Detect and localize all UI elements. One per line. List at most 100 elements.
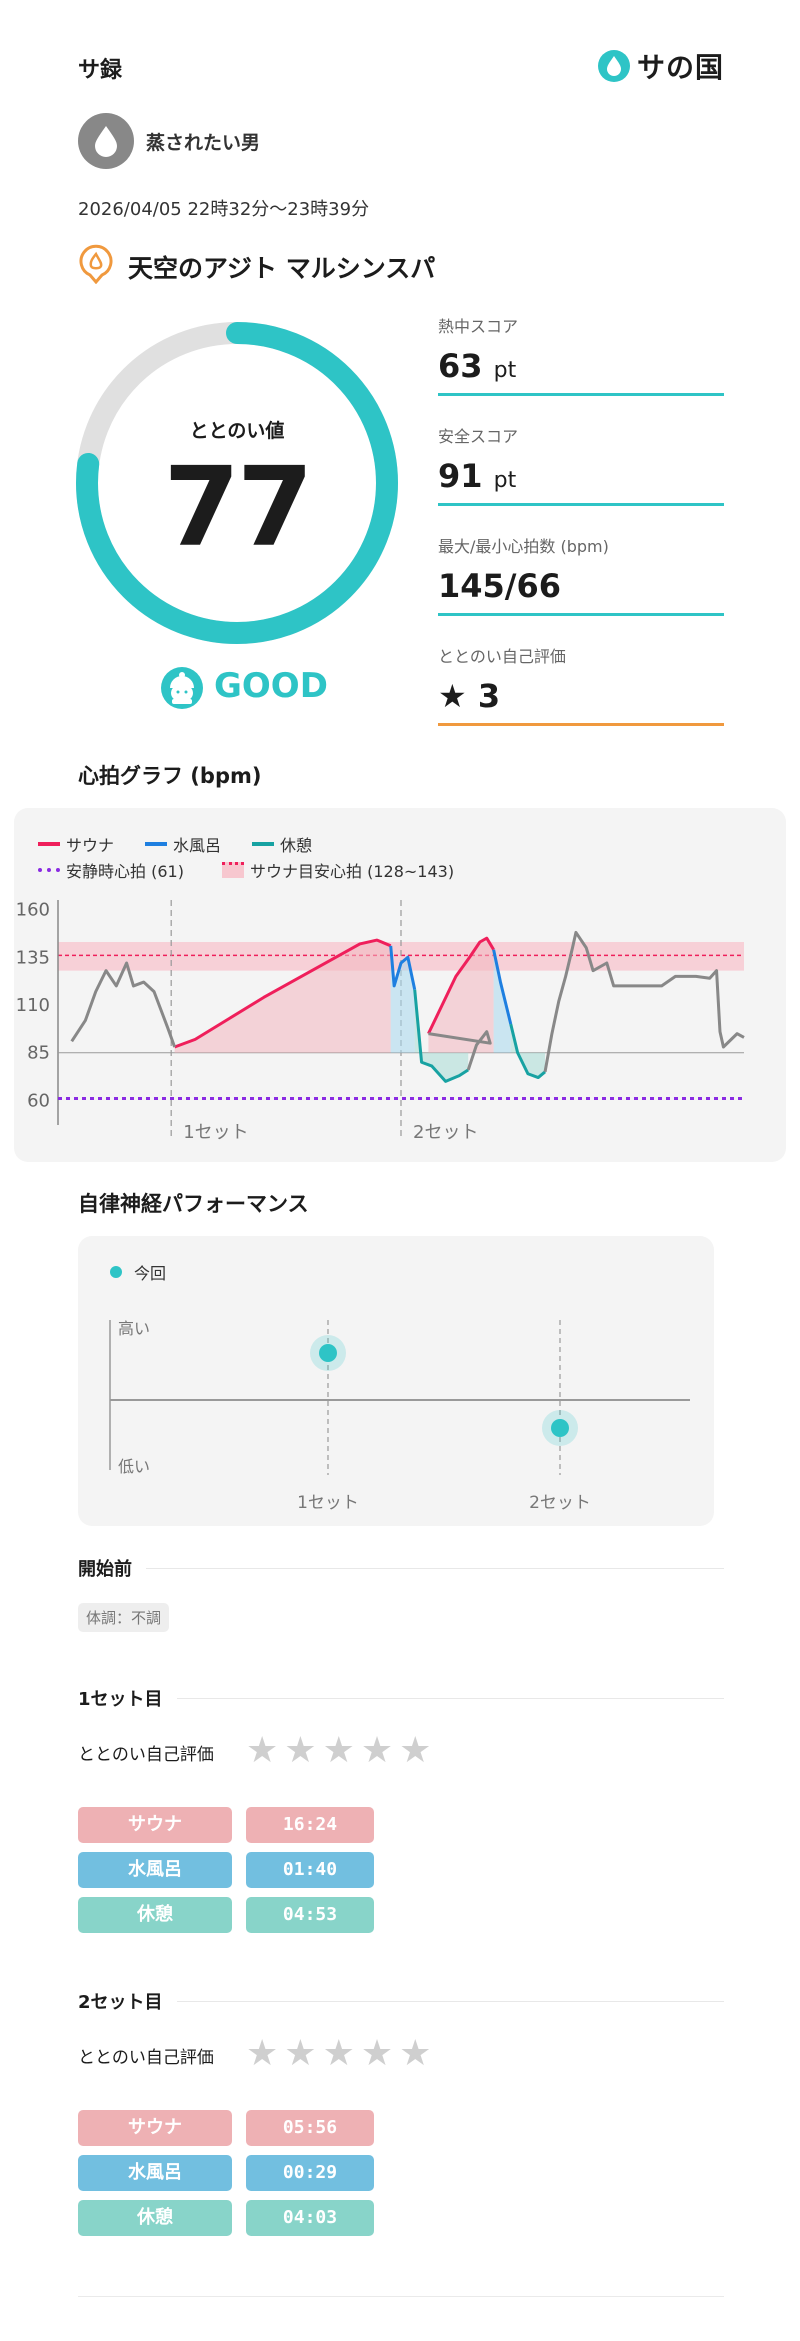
legend-current: 今回: [110, 1260, 166, 1284]
set1-header: 1セット目: [78, 1685, 724, 1711]
phase-label-water: 水風呂: [78, 2155, 232, 2191]
score-value: 3: [477, 677, 501, 715]
y-tick-label: 160: [16, 900, 50, 921]
session-datetime: 2026/04/05 22時32分〜23時39分: [78, 199, 370, 220]
star-icon[interactable]: ★: [322, 2033, 355, 2074]
condition-badge: 体調：不調: [78, 1603, 170, 1632]
divider: [438, 723, 724, 726]
brand-logo: サの国: [597, 46, 724, 86]
divider: [438, 393, 724, 396]
legend-swatch: [38, 842, 60, 846]
set1-stars[interactable]: ★ ★ ★ ★ ★: [246, 1733, 431, 1769]
facility-name[interactable]: 天空のアジト マルシンスパ: [128, 254, 436, 283]
phase-time-sauna: 16:24: [246, 1807, 374, 1843]
gauge-arc: [76, 322, 398, 644]
page-title: サ録: [78, 58, 123, 83]
star-icon[interactable]: ★: [284, 1730, 317, 1771]
series-line: [427, 936, 495, 1035]
y-tick-label: 110: [16, 995, 50, 1016]
star-icon[interactable]: ★: [246, 1730, 279, 1771]
face-icon: [161, 667, 203, 709]
star-icon[interactable]: ★: [246, 2033, 279, 2074]
series-line: [174, 938, 392, 1049]
score-unit: pt: [493, 468, 517, 493]
score-safety: 安全スコア 91 pt: [438, 423, 724, 506]
series-area: [414, 989, 469, 1082]
score-label: 熱中スコア: [438, 317, 519, 336]
status-label: GOOD: [214, 666, 328, 706]
legend-swatch: [145, 842, 167, 846]
x-tick-label: 2セット: [529, 1493, 591, 1513]
series-line: [428, 1030, 492, 1071]
legend-resting: 安静時心拍 (61): [38, 858, 184, 882]
section-title: 1セット目: [78, 1689, 163, 1710]
series-area: [510, 1024, 546, 1078]
score-label: ととのい自己評価: [438, 647, 566, 666]
legend-label: 今回: [134, 1264, 167, 1283]
divider: [438, 613, 724, 616]
phase-time-water: 00:29: [246, 2155, 374, 2191]
score-self-rating: ととのい自己評価 ★ 3: [438, 643, 724, 726]
divider: [78, 2296, 724, 2297]
y-tick-label: 85: [27, 1043, 50, 1064]
perf-chart-card: [78, 1236, 714, 1526]
prestart-header: 開始前: [78, 1555, 724, 1581]
legend-rest: 休憩: [252, 832, 312, 856]
legend-sauna: サウナ: [38, 832, 114, 856]
divider: [438, 503, 724, 506]
star-icon[interactable]: ★: [360, 1730, 394, 1771]
data-point: [551, 1419, 569, 1437]
phase-time-sauna: 05:56: [246, 2110, 374, 2146]
set-label: 2セット: [413, 1122, 478, 1143]
phase-time-rest: 04:03: [246, 2200, 374, 2236]
y-tick-label: 135: [16, 947, 50, 968]
phase-label-sauna: サウナ: [78, 2110, 232, 2146]
series-area: [428, 938, 494, 1053]
y-tick-label: 60: [27, 1090, 50, 1111]
set-label: 1セット: [183, 1122, 248, 1143]
y-label-high: 高い: [118, 1319, 150, 1338]
star-icon[interactable]: ★: [322, 1730, 355, 1771]
legend-label: 休憩: [280, 836, 313, 855]
series-line: [543, 930, 745, 1073]
gauge-label: ととのい値: [189, 420, 285, 442]
legend-target: サウナ目安心拍 (128~143): [222, 858, 454, 882]
star-icon[interactable]: ★: [399, 1730, 432, 1771]
set2-stars[interactable]: ★ ★ ★ ★ ★: [246, 2036, 431, 2072]
star-icon: ★: [438, 677, 467, 715]
brand-name: サの国: [636, 51, 724, 84]
star-icon[interactable]: ★: [284, 2033, 317, 2074]
user-name[interactable]: 蒸されたい男: [146, 132, 261, 154]
series-line: [509, 1023, 547, 1080]
drop-icon: [597, 50, 630, 82]
score-unit: pt: [493, 358, 517, 383]
drop-icon: [95, 126, 117, 157]
avatar[interactable]: [78, 113, 134, 169]
gauge-value: 77: [163, 443, 313, 571]
score-label: 最大/最小心拍数 (bpm): [438, 537, 609, 556]
series-line: [492, 949, 513, 1025]
y-label-low: 低い: [118, 1457, 150, 1476]
series-line: [413, 989, 470, 1083]
legend-swatch: [38, 868, 60, 872]
score-label: 安全スコア: [438, 427, 519, 446]
set2-header: 2セット目: [78, 1988, 724, 2014]
legend-label: 水風呂: [173, 836, 222, 855]
legend-label: 安静時心拍 (61): [66, 862, 184, 881]
phase-time-rest: 04:53: [246, 1897, 374, 1933]
divider: [176, 2000, 724, 2002]
heart-rate-chart: 160 135 110 85 60 1セット 2セット: [16, 900, 745, 1143]
legend-swatch: [110, 1266, 122, 1278]
series-area: [390, 945, 415, 1053]
rating-label: ととのい自己評価: [78, 2048, 214, 2068]
score-value: 91: [438, 457, 483, 495]
phase-label-water: 水風呂: [78, 1852, 232, 1888]
section-title: 開始前: [78, 1559, 132, 1580]
star-icon[interactable]: ★: [399, 2033, 432, 2074]
series-line: [389, 945, 417, 991]
phase-label-rest: 休憩: [78, 1897, 232, 1933]
star-icon[interactable]: ★: [360, 2033, 394, 2074]
legend-water: 水風呂: [145, 832, 221, 856]
series-area: [174, 940, 391, 1053]
